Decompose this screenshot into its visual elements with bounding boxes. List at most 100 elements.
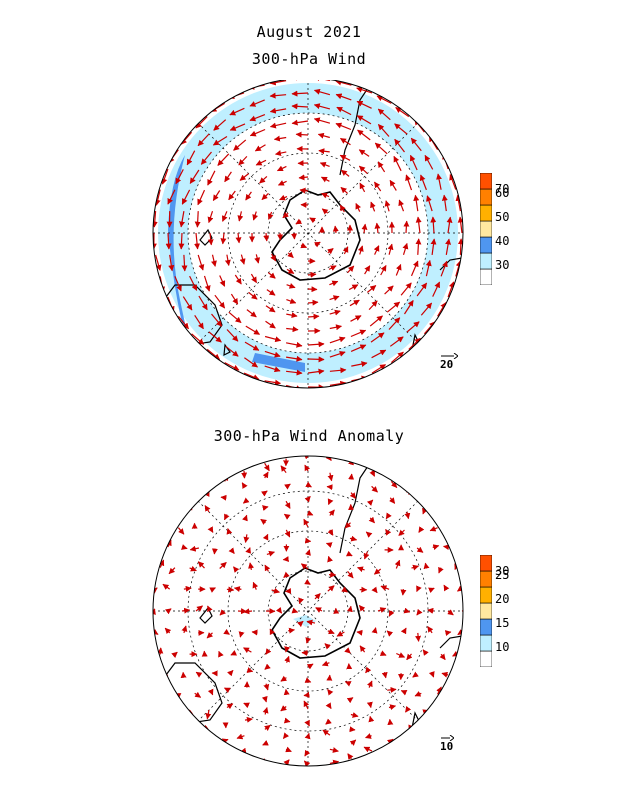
wind-vector <box>242 497 250 504</box>
colorbar-label: 30 <box>495 258 510 272</box>
wind-vector <box>325 718 332 725</box>
wind-vector <box>237 608 247 615</box>
wind-vector <box>269 80 287 86</box>
wind-vector <box>299 187 309 194</box>
wind-vector <box>329 759 340 766</box>
wind-vector <box>230 650 238 656</box>
wind-vector <box>266 550 275 557</box>
wind-vector <box>165 232 172 250</box>
wind-vector <box>254 254 261 264</box>
wind-vector <box>241 482 248 489</box>
wind-vector <box>436 173 442 190</box>
wind-vector <box>328 509 335 517</box>
jet-band-dark-south <box>252 353 305 372</box>
wind-vector <box>350 344 367 352</box>
wind-vector <box>355 202 361 212</box>
wind-vector <box>370 201 376 212</box>
wind-vector <box>380 264 387 276</box>
wind-vector <box>219 609 226 616</box>
colorbar-label: 40 <box>495 234 510 248</box>
colorbar-segment <box>480 204 492 222</box>
wind-vector <box>389 497 396 504</box>
wind-vector <box>303 700 310 710</box>
reference-vector-arrow <box>441 735 454 741</box>
australia-coast <box>159 662 223 724</box>
wind-vector <box>283 571 290 578</box>
wind-vector <box>439 653 446 661</box>
wind-vector <box>377 108 391 121</box>
wind-vector <box>286 369 303 376</box>
wind-vector <box>283 759 290 766</box>
wind-map <box>152 80 464 389</box>
wind-vector <box>303 760 311 766</box>
wind-vector <box>189 545 200 552</box>
colorbar-segment <box>480 570 492 588</box>
wind-vector <box>443 544 450 551</box>
wind-vector <box>368 300 378 311</box>
wind-vector <box>347 571 354 579</box>
wind-vector <box>365 733 372 739</box>
wind-vector <box>191 333 205 345</box>
wind-vector <box>286 312 298 319</box>
wind-vector <box>244 357 258 368</box>
wind-vector <box>223 687 231 694</box>
wind-vector <box>233 586 242 593</box>
wind-vector <box>285 341 303 348</box>
wind-vector <box>403 607 411 614</box>
wind-vector <box>324 643 331 650</box>
wind-vector <box>212 190 221 202</box>
wind-vector <box>162 583 171 590</box>
wind-vector <box>395 263 402 276</box>
wind-vector <box>267 211 274 220</box>
wind-vector <box>329 324 342 331</box>
wind-vector <box>406 321 420 333</box>
wind-vector <box>408 337 421 350</box>
wind-vector <box>280 465 287 474</box>
wind-vector <box>153 587 158 594</box>
wind-vector <box>235 232 242 244</box>
wind-vector <box>321 208 329 215</box>
wind-vector <box>230 293 239 305</box>
wind-vector <box>369 315 383 327</box>
wind-vector <box>174 276 182 292</box>
wind-vector <box>181 625 188 634</box>
wind-vector <box>390 481 398 489</box>
wind-vector <box>432 544 440 551</box>
wind-vector <box>226 703 234 710</box>
wind-vector <box>315 607 323 613</box>
wind-vector <box>197 561 205 569</box>
wind-vector <box>286 298 297 304</box>
reference-vector-label: 20 <box>440 358 454 371</box>
wind-vector <box>194 314 204 330</box>
wind-vector <box>304 464 311 472</box>
wind-vector <box>261 490 268 497</box>
wind-vector <box>400 282 412 296</box>
wind-vector <box>158 559 165 568</box>
wind-vector <box>282 211 289 219</box>
map-date-title: August 2021 <box>256 23 362 41</box>
wind-vector <box>175 169 184 185</box>
wind-vector <box>245 547 251 554</box>
wind-vector <box>347 265 355 274</box>
wind-vectors <box>153 80 463 388</box>
wind-vector <box>358 605 366 612</box>
wind-vector <box>286 268 295 275</box>
wind-vector <box>394 138 405 153</box>
wind-vector <box>223 628 230 635</box>
africa-coast <box>439 635 463 649</box>
wind-vector <box>243 702 250 709</box>
wind-vector <box>327 498 334 506</box>
wind-vector <box>249 99 265 107</box>
reference-vector-arrow <box>441 353 458 359</box>
wind-vector <box>363 746 373 753</box>
wind-vector <box>229 123 246 131</box>
wind-vector <box>415 632 422 642</box>
wind-vector <box>243 647 252 654</box>
wind-vector <box>251 629 258 636</box>
wind-vector <box>291 119 309 126</box>
wind-vector <box>265 320 276 329</box>
wind-vector <box>213 119 227 131</box>
madagascar-coast <box>411 711 421 730</box>
colorbar-label: 10 <box>495 640 510 654</box>
wind-vector <box>377 161 386 173</box>
